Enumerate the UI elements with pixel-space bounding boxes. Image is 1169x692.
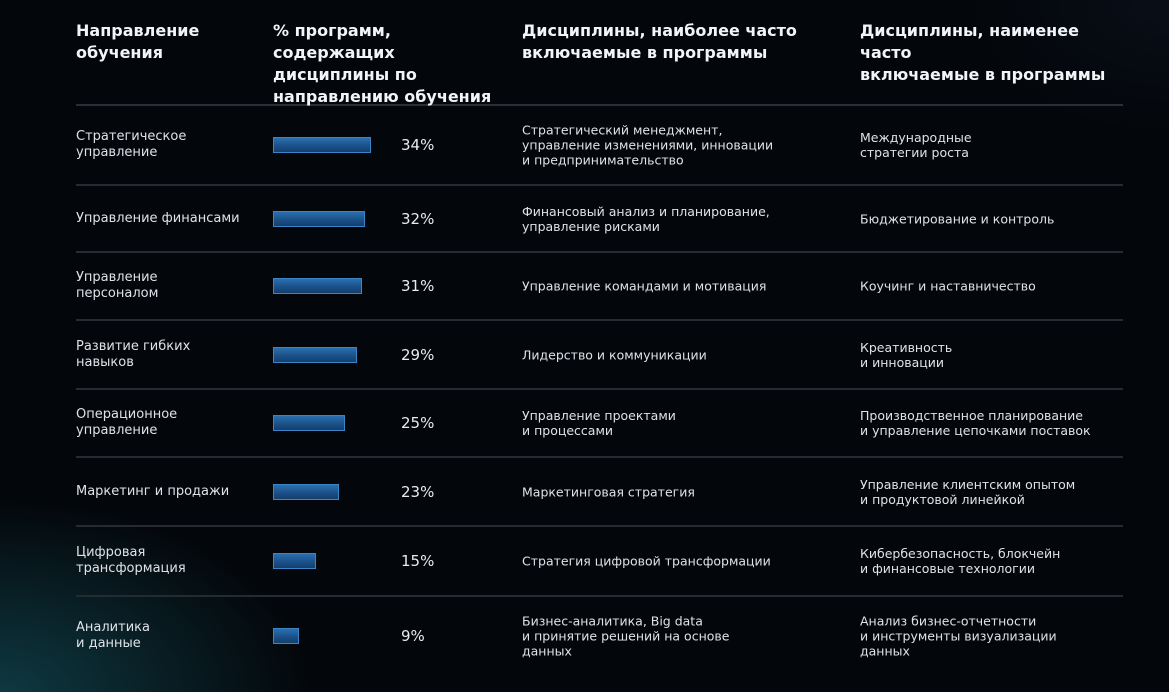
most-included-disciplines: Управление проектами и процессами — [522, 408, 676, 438]
percent-bar — [273, 346, 357, 363]
least-included-disciplines: Кибербезопасность, блокчейн и финансовые… — [860, 546, 1061, 576]
least-included-disciplines: Производственное планирование и управлен… — [860, 408, 1091, 438]
least-included-disciplines: Международные стратегии роста — [860, 130, 972, 160]
header-least-included: Дисциплины, наименее часто включаемые в … — [860, 21, 1106, 84]
direction-name: Развитие гибких навыков — [76, 338, 191, 370]
bar-track — [273, 628, 383, 644]
table-row: Маркетинг и продажи 23% Маркетинговая стра… — [76, 458, 1123, 527]
bar-track — [273, 210, 383, 227]
table-row: Операционное управление 25% Управление про… — [76, 390, 1123, 458]
header-direction: Направление обучения — [76, 21, 200, 62]
percent-label: 15% — [401, 552, 435, 570]
bar-track — [273, 278, 383, 294]
percent-label: 23% — [401, 482, 435, 501]
most-included-disciplines: Стратегия цифровой трансформации — [522, 553, 771, 569]
percent-bar — [273, 278, 362, 294]
percent-bar — [273, 210, 365, 227]
least-included-disciplines: Анализ бизнес-отчетности и инструменты в… — [860, 613, 1057, 659]
least-included-disciplines: Управление клиентским опытом и продуктов… — [860, 476, 1076, 507]
direction-name: Маркетинг и продажи — [76, 483, 230, 499]
percent-label: 34% — [401, 136, 435, 154]
table-header: Направление обучения % программ, содержа… — [76, 0, 1123, 106]
most-included-disciplines: Стратегический менеджмент, управление из… — [522, 122, 774, 168]
table-row: Управление персоналом 31% Управление коман… — [76, 253, 1123, 321]
direction-name: Управление финансами — [76, 210, 240, 226]
percent-bar — [273, 553, 316, 569]
direction-name: Стратегическое управление — [76, 129, 187, 160]
bar-track — [273, 415, 383, 431]
percent-label: 9% — [401, 627, 425, 645]
most-included-disciplines: Маркетинговая стратегия — [522, 484, 695, 499]
direction-name: Управление персоналом — [76, 270, 159, 301]
direction-name: Аналитика и данные — [76, 620, 150, 651]
bar-track — [273, 137, 383, 153]
header-percent: % программ, содержащих дисциплины по нап… — [273, 21, 492, 106]
most-included-disciplines: Управление командами и мотивация — [522, 278, 767, 294]
least-included-disciplines: Бюджетирование и контроль — [860, 211, 1055, 226]
percent-bar — [273, 415, 345, 431]
table-row: Цифровая трансформация 15% Стратегия цифро… — [76, 527, 1123, 597]
most-included-disciplines: Бизнес-аналитика, Big data и принятие ре… — [522, 613, 730, 659]
direction-name: Операционное управление — [76, 407, 178, 438]
percent-label: 31% — [401, 277, 435, 295]
bar-track — [273, 553, 383, 569]
percent-label: 32% — [401, 209, 435, 228]
header-most-included: Дисциплины, наиболее часто включаемые в … — [522, 21, 797, 62]
bar-track — [273, 483, 383, 500]
percent-bar — [273, 628, 299, 644]
disciplines-table: Направление обучения % программ, содержа… — [76, 0, 1123, 675]
percent-label: 29% — [401, 345, 435, 364]
percent-bar — [273, 483, 339, 500]
most-included-disciplines: Финансовый анализ и планирование, управл… — [522, 203, 770, 234]
least-included-disciplines: Коучинг и наставничество — [860, 278, 1036, 294]
least-included-disciplines: Креативность и инновации — [860, 339, 953, 370]
table-row: Управление финансами 32% Финансовый анализ… — [76, 186, 1123, 253]
percent-label: 25% — [401, 414, 435, 432]
table-row: Развитие гибких навыков 29% Лидерство и ко… — [76, 321, 1123, 390]
direction-name: Цифровая трансформация — [76, 545, 186, 576]
most-included-disciplines: Лидерство и коммуникации — [522, 347, 707, 362]
table-body: Стратегическое управление 34% Стратегическ… — [76, 106, 1123, 675]
percent-bar — [273, 137, 371, 153]
table-row: Аналитика и данные 9% Бизнес-аналитика, Bi… — [76, 597, 1123, 675]
table-row: Стратегическое управление 34% Стратегическ… — [76, 106, 1123, 186]
bar-track — [273, 346, 383, 363]
